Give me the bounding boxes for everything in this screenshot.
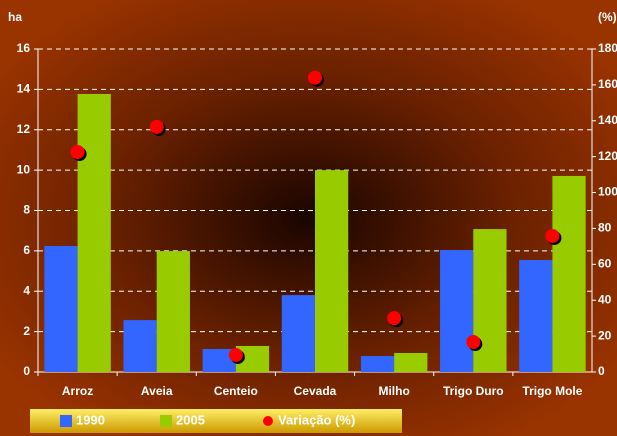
legend-box — [30, 409, 402, 433]
x-tick-label: Aveia — [141, 384, 173, 398]
legend-swatch — [60, 415, 72, 427]
bar — [77, 94, 111, 372]
x-tick-label: Milho — [378, 384, 409, 398]
y2-tick-label: 20 — [598, 328, 612, 342]
y-tick-label: 16 — [17, 41, 31, 55]
marker — [149, 119, 164, 134]
x-tick-label: Cevada — [294, 384, 337, 398]
marker — [308, 70, 322, 85]
y-tick-label: 8 — [23, 203, 30, 217]
x-tick-label: Trigo Mole — [522, 384, 582, 398]
y-tick-label: 2 — [23, 324, 30, 338]
y2-tick-label: 120 — [598, 149, 617, 163]
legend-label: 1990 — [76, 412, 105, 427]
y-axis-label: ha — [8, 10, 22, 24]
y2-tick-label: 60 — [598, 257, 612, 271]
x-tick-label: Trigo Duro — [443, 384, 504, 398]
bar — [360, 356, 395, 372]
y-tick-label: 10 — [17, 162, 31, 176]
y2-tick-label: 140 — [598, 113, 617, 127]
bar — [44, 246, 78, 372]
y2-tick-label: 180 — [598, 41, 617, 55]
bar — [315, 170, 349, 372]
bar — [440, 250, 474, 372]
y2-tick-label: 0 — [598, 364, 605, 378]
legend-label: 2005 — [176, 412, 205, 427]
bar — [156, 251, 190, 372]
marker — [228, 347, 243, 362]
bar — [202, 348, 236, 372]
bar — [394, 353, 428, 372]
y2-axis-label: (%) — [598, 10, 617, 24]
x-tick-label: Arroz — [62, 384, 93, 398]
y-tick-label: 4 — [23, 283, 30, 297]
y-tick-label: 6 — [23, 243, 30, 257]
legend-label: Variação (%) — [278, 412, 355, 427]
y2-tick-label: 80 — [598, 221, 612, 235]
marker — [387, 311, 402, 326]
y-tick-label: 14 — [17, 82, 31, 96]
marker — [466, 335, 481, 350]
legend-swatch — [160, 415, 172, 427]
bar — [123, 320, 157, 372]
legend-marker — [263, 416, 273, 426]
y2-tick-label: 40 — [598, 292, 612, 306]
bar — [552, 175, 586, 372]
bar — [281, 295, 315, 372]
bar — [519, 259, 553, 372]
y-tick-label: 12 — [17, 122, 31, 136]
y2-tick-label: 160 — [598, 77, 617, 91]
marker — [70, 145, 85, 160]
y-tick-label: 0 — [23, 364, 30, 378]
marker — [545, 228, 560, 243]
y2-tick-label: 100 — [598, 185, 617, 199]
x-tick-label: Centeio — [214, 384, 258, 398]
bar — [473, 229, 507, 372]
